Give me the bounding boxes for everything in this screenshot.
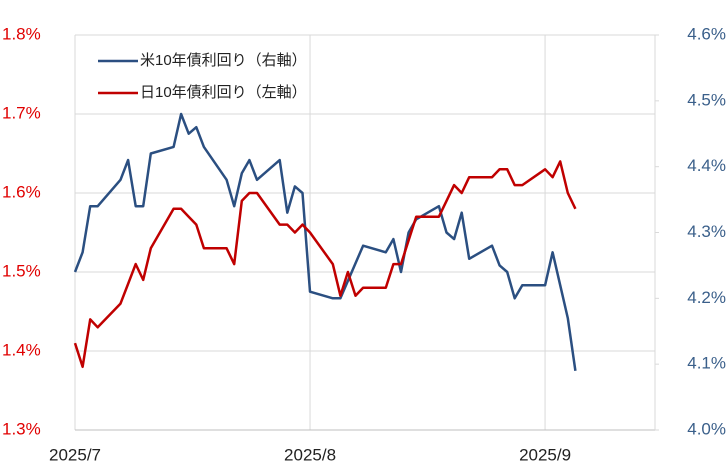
legend-label: 日10年債利回り（左軸） — [140, 84, 307, 101]
y2-tick-label: 4.0% — [687, 419, 726, 438]
y2-tick-label: 4.6% — [687, 24, 726, 43]
x-tick-label: 2025/8 — [284, 445, 336, 464]
series-line — [73, 160, 577, 369]
y-tick-label: 1.6% — [2, 182, 41, 201]
y-tick-label: 1.5% — [2, 261, 41, 280]
y2-tick-label: 4.5% — [687, 90, 726, 109]
y-tick-label: 1.3% — [2, 419, 41, 438]
y-tick-label: 1.8% — [2, 24, 41, 43]
y2-tick-label: 4.4% — [687, 156, 726, 175]
legend: 米10年債利回り（右軸） 日10年債利回り（左軸） — [98, 52, 307, 101]
x-tick-label: 2025/9 — [519, 445, 571, 464]
y2-tick-label: 4.2% — [687, 288, 726, 307]
series-line — [73, 112, 577, 371]
y-tick-label: 1.4% — [2, 340, 41, 359]
y2-tick-label: 4.3% — [687, 222, 726, 241]
x-tick-label: 2025/7 — [49, 445, 101, 464]
y2-tick-label: 4.1% — [687, 354, 726, 373]
y-tick-label: 1.7% — [2, 103, 41, 122]
legend-label: 米10年債利回り（右軸） — [140, 52, 307, 69]
